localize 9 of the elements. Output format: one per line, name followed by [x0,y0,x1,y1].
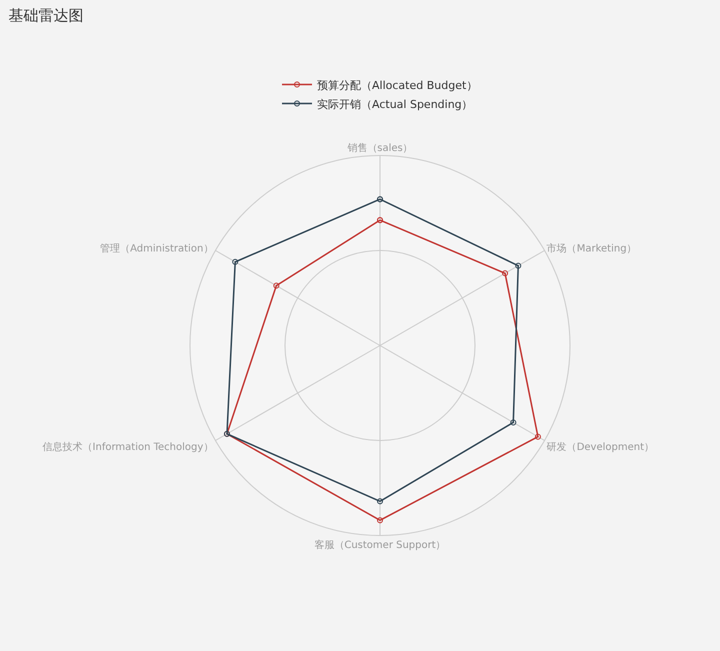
legend-label: 预算分配（Allocated Budget） [317,78,478,92]
spoke-label: 销售（sales） [346,142,413,154]
spoke-label: 客服（Customer Support） [314,539,446,551]
chart-title: 基础雷达图 [8,6,84,24]
legend-label: 实际开销（Actual Spending） [317,98,473,111]
spoke-label: 信息技术（Information Techology） [42,440,214,453]
spoke-label: 市场（Marketing） [546,242,637,254]
spoke-label: 管理（Administration） [100,243,214,254]
spoke-label: 研发（Development） [546,442,654,453]
